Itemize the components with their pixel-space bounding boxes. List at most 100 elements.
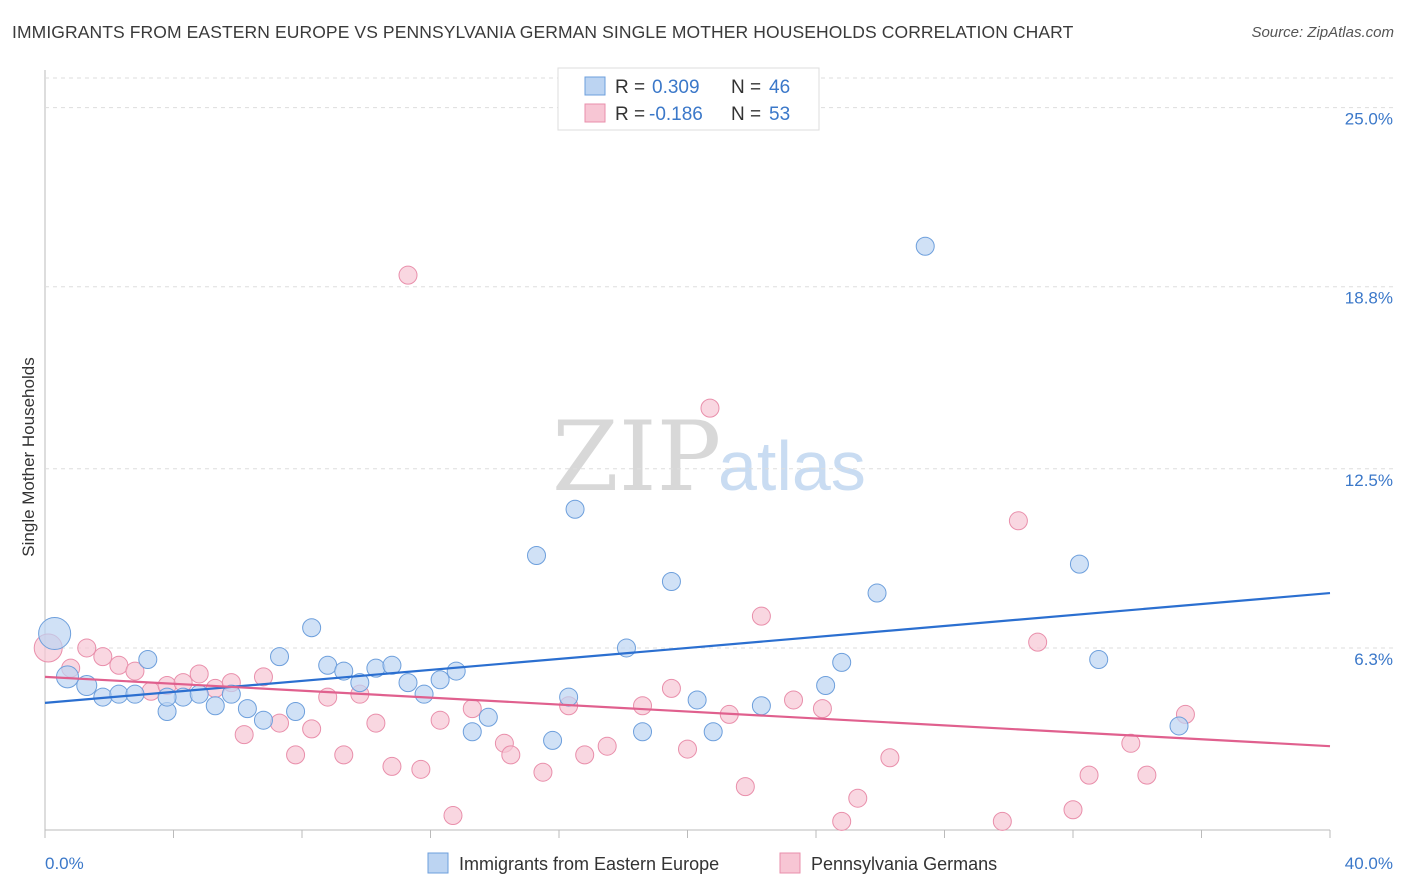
eastern-europe-point-33 xyxy=(633,722,653,742)
eastern-europe-point-16 xyxy=(302,618,322,638)
eastern-europe-point-22 xyxy=(398,673,418,693)
eastern-europe-trend-line xyxy=(44,591,1331,704)
x-tick-label-1: 40.0% xyxy=(1345,854,1393,873)
pennsylvania-germans-point-46 xyxy=(1008,511,1028,531)
bottom-legend-swatch-pink xyxy=(779,852,801,874)
pennsylvania-germans-point-50 xyxy=(1121,733,1141,753)
legend-swatch-pink xyxy=(584,103,606,123)
bottom-legend: Immigrants from Eastern Europe Pennsylva… xyxy=(427,852,997,874)
pennsylvania-germans-point-32 xyxy=(597,736,617,756)
chart-title: IMMIGRANTS FROM EASTERN EUROPE VS PENNSY… xyxy=(12,22,1074,42)
pennsylvania-germans-point-49 xyxy=(1079,765,1099,785)
pennsylvania-germans-point-18 xyxy=(334,745,354,765)
pennsylvania-germans-point-41 xyxy=(812,699,832,719)
pennsylvania-germans-point-33 xyxy=(633,696,653,716)
eastern-europe-point-28 xyxy=(527,545,547,565)
eastern-europe-point-18 xyxy=(334,661,354,681)
grid-lines xyxy=(45,77,1395,649)
pennsylvania-germans-point-6 xyxy=(141,681,161,701)
legend-n-label-1: N = xyxy=(731,77,761,98)
eastern-europe-point-30 xyxy=(543,730,563,750)
eastern-europe-point-0 xyxy=(38,616,72,650)
bottom-legend-label-eastern-europe: Immigrants from Eastern Europe xyxy=(459,854,719,874)
eastern-europe-point-45 xyxy=(157,687,177,707)
watermark-zip: ZIP xyxy=(552,401,721,513)
pennsylvania-germans-point-34 xyxy=(661,678,681,698)
pennsylvania-germans-point-43 xyxy=(848,788,868,808)
pennsylvania-germans-point-12 xyxy=(234,725,254,745)
eastern-europe-point-35 xyxy=(687,690,707,710)
legend-r-value-1: 0.309 xyxy=(652,77,700,98)
pennsylvania-germans-point-24 xyxy=(430,710,450,730)
trend-lines xyxy=(44,591,1331,748)
pennsylvania-germans-point-40 xyxy=(784,690,804,710)
pennsylvania-germans-point-22 xyxy=(398,265,418,285)
eastern-europe-point-43 xyxy=(1089,650,1109,670)
pennsylvania-germans-point-44 xyxy=(880,748,900,768)
eastern-europe-point-29 xyxy=(565,499,585,519)
pennsylvania-germans-point-5 xyxy=(125,661,145,681)
eastern-europe-point-24 xyxy=(430,670,450,690)
pennsylvania-germans-point-25 xyxy=(443,806,463,826)
watermark-atlas: atlas xyxy=(718,427,866,505)
eastern-europe-point-19 xyxy=(350,673,370,693)
legend-n-value-2: 53 xyxy=(769,104,790,125)
pennsylvania-germans-point-28 xyxy=(501,745,521,765)
pennsylvania-germans-point-3 xyxy=(93,647,113,667)
eastern-europe-point-6 xyxy=(138,650,158,670)
eastern-europe-point-25 xyxy=(446,661,466,681)
pennsylvania-germans-point-48 xyxy=(1063,800,1083,820)
eastern-europe-point-40 xyxy=(867,583,887,603)
y-tick-label-0: 6.3% xyxy=(1354,650,1393,669)
eastern-europe-point-23 xyxy=(414,684,434,704)
pennsylvania-germans-point-9 xyxy=(189,664,209,684)
y-tick-label-2: 18.8% xyxy=(1345,289,1393,308)
pennsylvania-germans-trend-line xyxy=(44,675,1331,748)
pennsylvania-germans-point-31 xyxy=(575,745,595,765)
pennsylvania-germans-point-23 xyxy=(411,759,431,779)
pennsylvania-germans-point-36 xyxy=(700,398,720,418)
eastern-europe-point-42 xyxy=(1069,554,1089,574)
pennsylvania-germans-point-16 xyxy=(302,719,322,739)
legend-r-value-2: -0.186 xyxy=(649,104,703,125)
pennsylvania-germans-point-42 xyxy=(832,811,852,831)
eastern-europe-point-36 xyxy=(703,722,723,742)
eastern-europe-point-2 xyxy=(76,675,98,697)
eastern-europe-point-14 xyxy=(270,647,290,667)
x-tick-label-0: 0.0% xyxy=(45,854,84,873)
eastern-europe-point-9 xyxy=(189,684,209,704)
bottom-legend-label-pennsylvania-germans: Pennsylvania Germans xyxy=(811,854,997,874)
legend-r-label-1: R = xyxy=(615,77,645,98)
pennsylvania-germans-point-21 xyxy=(382,756,402,776)
pennsylvania-germans-point-13 xyxy=(253,667,273,687)
eastern-europe-point-44 xyxy=(1169,716,1189,736)
eastern-europe-point-13 xyxy=(253,710,273,730)
eastern-europe-point-41 xyxy=(915,236,935,256)
eastern-europe-point-39 xyxy=(832,652,852,672)
pennsylvania-germans-point-14 xyxy=(270,713,290,733)
legend-n-value-1: 46 xyxy=(769,77,790,98)
pennsylvania-germans-point-4 xyxy=(109,655,129,675)
pennsylvania-germans-point-47 xyxy=(1028,632,1048,652)
legend-swatch-blue xyxy=(584,76,606,96)
eastern-europe-point-10 xyxy=(205,696,225,716)
eastern-europe-point-15 xyxy=(286,702,306,722)
eastern-europe-point-11 xyxy=(221,684,241,704)
pennsylvania-germans-point-29 xyxy=(533,762,553,782)
eastern-europe-point-31 xyxy=(559,687,579,707)
eastern-europe-point-37 xyxy=(751,696,771,716)
eastern-europe-point-4 xyxy=(109,684,129,704)
pennsylvania-germans-point-38 xyxy=(735,777,755,797)
pennsylvania-germans-point-26 xyxy=(462,699,482,719)
eastern-europe-point-27 xyxy=(478,707,498,727)
legend-n-label-2: N = xyxy=(731,104,761,125)
eastern-europe-point-26 xyxy=(462,722,482,742)
series-pennsylvania-germans-points xyxy=(33,265,1195,831)
bottom-legend-swatch-blue xyxy=(427,852,449,874)
legend-r-label-2: R = xyxy=(615,104,645,125)
eastern-europe-point-34 xyxy=(661,571,681,591)
pennsylvania-germans-point-35 xyxy=(678,739,697,759)
pennsylvania-germans-point-20 xyxy=(366,713,386,733)
pennsylvania-germans-point-15 xyxy=(286,745,306,765)
